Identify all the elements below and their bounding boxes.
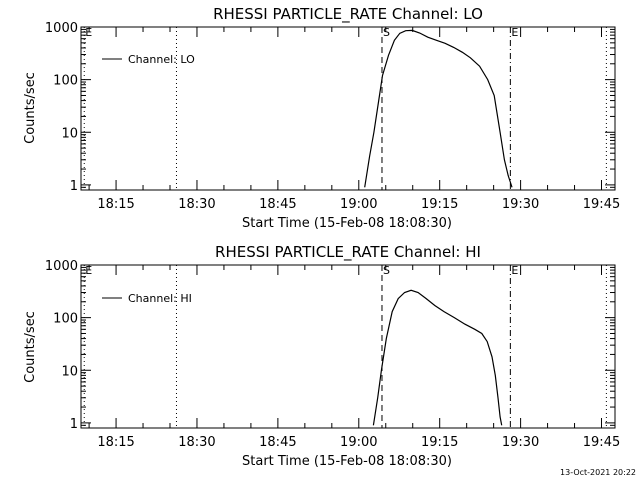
- x-tick-label-lo: 19:30: [502, 197, 539, 212]
- y-tick-label-lo: 1000: [45, 21, 78, 36]
- panel-lo: RHESSI PARTICLE_RATE Channel: LO 1 10 100 1…: [23, 5, 620, 231]
- x-axis-label-lo: Start Time (15-Feb-08 18:08:30): [242, 216, 452, 231]
- x-tick-label-hi: 19:15: [421, 435, 458, 450]
- marker-label-hi: E: [511, 264, 518, 277]
- legend-label-lo: Channel: LO: [128, 53, 195, 66]
- x-tick-label-hi: 19:00: [340, 435, 377, 450]
- series-line-hi: [372, 289, 503, 426]
- chart-title-lo: RHESSI PARTICLE_RATE Channel: LO: [213, 5, 483, 24]
- y-tick-label-lo: 100: [53, 74, 78, 89]
- marker-label-lo: E: [85, 26, 92, 39]
- y-tick-label-hi: 1000: [45, 259, 78, 274]
- plot-frame-hi: [80, 264, 616, 429]
- x-tick-label-hi: 18:15: [97, 435, 134, 450]
- marker-label-lo: S: [383, 26, 390, 39]
- y-tick-label-hi: 100: [53, 312, 78, 327]
- y-tick-label-lo: 1: [70, 179, 78, 194]
- marker-label-hi: S: [383, 264, 390, 277]
- y-axis-label-hi: Counts/sec: [23, 311, 38, 383]
- x-tick-label-hi: 18:45: [259, 435, 296, 450]
- x-tick-label-hi: 19:45: [583, 435, 620, 450]
- x-tick-label-hi: 19:30: [502, 435, 539, 450]
- x-tick-label-lo: 18:15: [97, 197, 134, 212]
- chart-title-hi: RHESSI PARTICLE_RATE Channel: HI: [215, 243, 481, 262]
- legend-label-hi: Channel: HI: [128, 292, 192, 305]
- legend-hi: Channel: HI: [102, 292, 192, 305]
- x-tick-label-lo: 18:30: [178, 197, 215, 212]
- legend-lo: Channel: LO: [102, 53, 195, 66]
- marker-label-hi: E: [85, 264, 92, 277]
- y-tick-label-hi: 1: [70, 417, 78, 432]
- y-axis-label-lo: Counts/sec: [23, 72, 38, 144]
- footer-timestamp: 13-Oct-2021 20:22: [560, 468, 636, 477]
- plot-frame-lo: [80, 26, 616, 191]
- x-tick-label-lo: 19:00: [340, 197, 377, 212]
- y-tick-label-lo: 10: [61, 126, 78, 141]
- y-tick-label-hi: 10: [61, 364, 78, 379]
- x-tick-label-hi: 18:30: [178, 435, 215, 450]
- x-axis-label-hi: Start Time (15-Feb-08 18:08:30): [242, 454, 452, 469]
- marker-label-lo: E: [511, 26, 518, 39]
- x-tick-label-lo: 19:15: [421, 197, 458, 212]
- x-tick-label-lo: 19:45: [583, 197, 620, 212]
- panel-hi: RHESSI PARTICLE_RATE Channel: HI 1 10 100 1…: [23, 243, 620, 469]
- x-tick-label-lo: 18:45: [259, 197, 296, 212]
- series-line-lo: [364, 29, 513, 188]
